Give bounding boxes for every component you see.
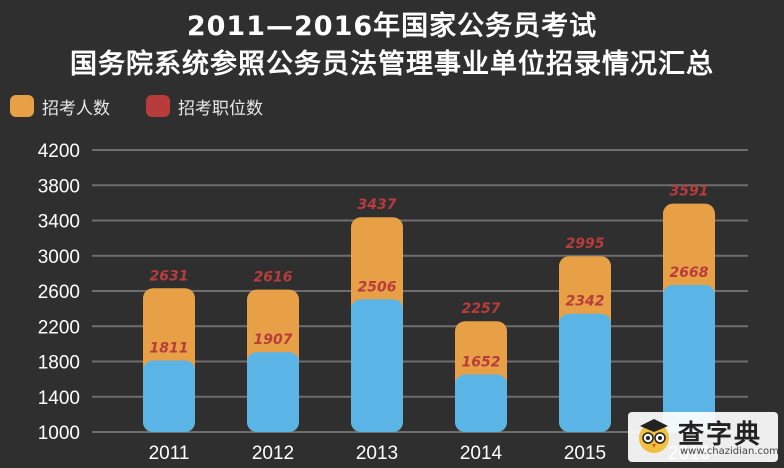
data-label-positions: 2668 (670, 265, 709, 281)
data-label-applicants: 2995 (566, 236, 605, 252)
chart-title-line1: 2011—2016年国家公务员考试 (186, 11, 598, 42)
data-label-positions: 1652 (462, 355, 501, 371)
y-tick-label: 1000 (38, 423, 80, 444)
watermark-logo: 查字典 www.chazidian.com (628, 412, 779, 462)
data-label-applicants: 2616 (254, 270, 293, 286)
x-tick-label: 2011 (149, 443, 190, 464)
legend-item-positions: 招考职位数 (146, 94, 263, 119)
y-tick-label: 3800 (38, 176, 80, 197)
bar-positions (455, 374, 507, 432)
x-tick-label: 2014 (460, 443, 503, 464)
x-tick-label: 2012 (252, 443, 294, 464)
bar-positions (351, 299, 403, 432)
legend: 招考人数 招考职位数 (10, 92, 299, 120)
y-tick-label: 1800 (38, 353, 80, 374)
y-tick-label: 3000 (38, 247, 80, 268)
data-label-positions: 1907 (254, 332, 293, 348)
y-tick-label: 4200 (38, 141, 80, 162)
y-tick-label: 2600 (38, 282, 80, 303)
data-label-positions: 2506 (358, 279, 397, 295)
data-label-applicants: 3591 (670, 184, 709, 200)
watermark-url: www.chazidian.com (680, 446, 779, 457)
y-tick-label: 3400 (38, 212, 80, 233)
legend-swatch-positions (146, 95, 170, 117)
legend-item-applicants: 招考人数 (10, 94, 110, 119)
data-label-applicants: 3437 (358, 197, 397, 213)
data-label-positions: 2342 (566, 294, 605, 310)
data-label-applicants: 2257 (462, 301, 501, 317)
chart-title-line2: 国务院系统参照公务员法管理事业单位招录情况汇总 (70, 49, 714, 80)
x-tick-label: 2013 (356, 443, 398, 464)
y-tick-label: 2200 (38, 317, 80, 338)
data-label-positions: 1811 (150, 341, 189, 357)
legend-label-positions: 招考职位数 (178, 98, 263, 119)
bar-positions (247, 352, 299, 432)
bar-positions (663, 285, 715, 432)
data-label-applicants: 2631 (150, 268, 189, 284)
x-tick-label: 2015 (564, 443, 606, 464)
y-tick-label: 1400 (38, 388, 80, 409)
watermark-text: 查字典 (678, 420, 763, 450)
owl-logo-icon (639, 419, 669, 453)
bar-positions (143, 360, 195, 432)
legend-swatch-applicants (10, 95, 34, 117)
bar-positions (559, 313, 611, 432)
legend-label-applicants: 招考人数 (42, 98, 110, 119)
